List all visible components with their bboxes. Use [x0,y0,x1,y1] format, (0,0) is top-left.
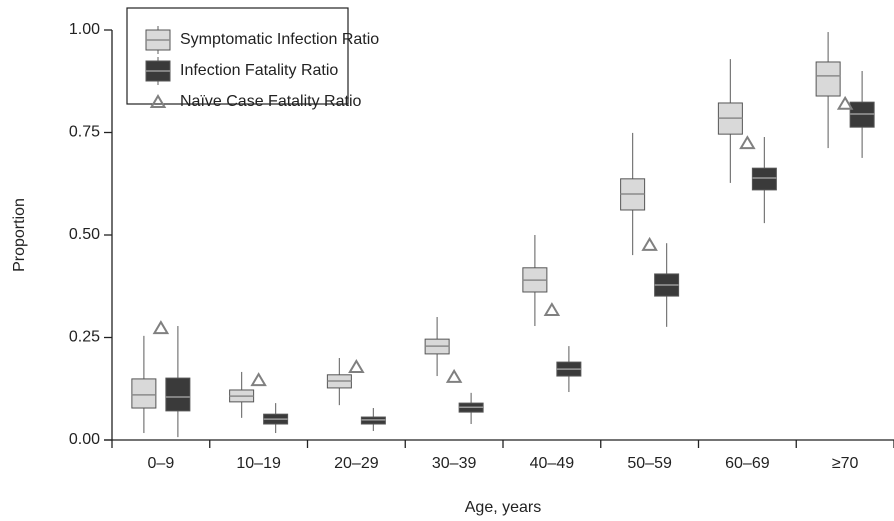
triangle-marker [739,135,756,150]
x-tick-label: 0–9 [148,455,175,472]
legend-label: Symptomatic Infection Ratio [180,31,379,48]
box [131,378,157,409]
triangle-marker [836,95,854,110]
legend-box [126,7,349,105]
x-tick-label: 50–59 [627,455,672,472]
triangle-marker [641,236,658,251]
box [165,377,191,412]
legend-label: Infection Fatality Ratio [180,62,338,79]
triangle-marker [348,359,365,374]
x-tick-label: 30–39 [432,455,477,472]
x-tick-label: 10–19 [236,455,281,472]
x-tick-label: 20–29 [334,455,379,472]
x-tick-label: ≥70 [832,455,859,472]
y-tick-label: 0.00 [69,431,100,448]
x-tick-label: 60–69 [725,455,770,472]
box [815,61,841,97]
triangle-marker [152,320,170,335]
y-tick-label: 0.50 [69,226,100,243]
legend-label: Naïve Case Fatality Ratio [180,93,362,110]
y-tick-label: 0.25 [69,329,100,346]
x-axis-label: Age, years [465,499,541,516]
x-tick-label: 40–49 [530,455,575,472]
triangle-marker [250,372,267,387]
y-tick-label: 0.75 [69,124,100,141]
triangle-marker [445,368,463,383]
box [751,167,777,191]
triangle-marker [543,302,561,317]
y-axis-label: Proportion [11,198,28,272]
legend-marker [149,94,167,108]
y-tick-label: 1.00 [69,21,100,38]
